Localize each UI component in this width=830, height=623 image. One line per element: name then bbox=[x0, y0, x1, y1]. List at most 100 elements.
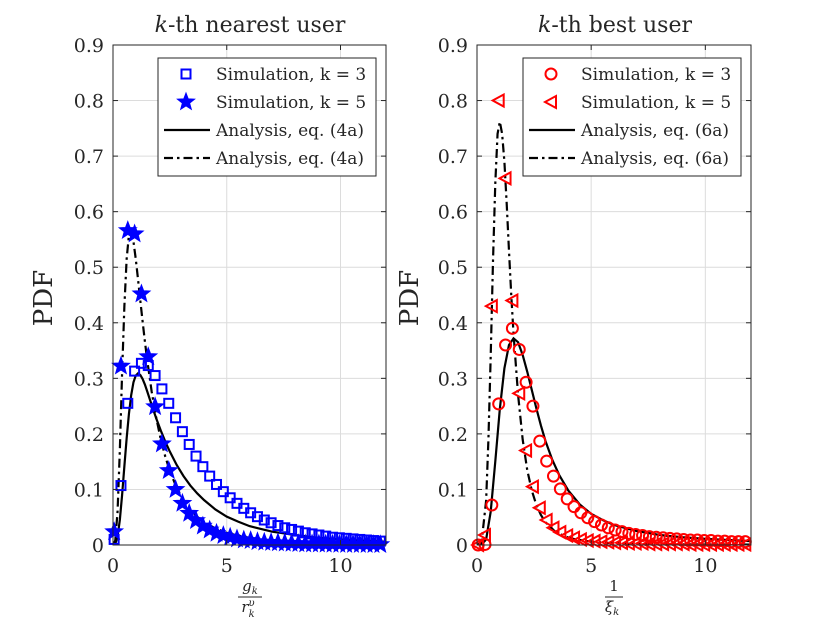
right-point-triangle-left bbox=[634, 535, 649, 552]
right-point-triangle-left bbox=[483, 298, 498, 314]
left-point-square bbox=[204, 470, 216, 482]
left-point-square bbox=[279, 522, 291, 534]
left-point-star bbox=[131, 283, 152, 303]
left-legend-label: Analysis, eq. (4a) bbox=[215, 121, 364, 141]
right-point-triangle-left bbox=[504, 292, 519, 309]
left-point-square bbox=[149, 370, 161, 382]
right-point-triangle-left bbox=[723, 536, 738, 553]
left-legend-label: Analysis, eq. (4a) bbox=[215, 149, 364, 169]
right-point-triangle-left bbox=[538, 512, 553, 528]
right-point-triangle-left bbox=[579, 532, 594, 549]
left-series-group bbox=[104, 220, 391, 554]
left-point-square bbox=[156, 383, 168, 395]
right-point-circle bbox=[546, 469, 560, 483]
left-y-tick-label: 0.3 bbox=[74, 368, 104, 390]
left-point-star bbox=[179, 502, 200, 522]
right-xlabel-den-sub: k bbox=[613, 607, 619, 618]
right-point-triangle-left bbox=[737, 536, 752, 553]
left-point-square bbox=[115, 480, 127, 492]
right-point-circle bbox=[485, 498, 499, 512]
left-point-square bbox=[197, 461, 209, 473]
right-point-circle bbox=[581, 511, 595, 525]
right-point-triangle-left bbox=[655, 536, 670, 552]
left-point-square bbox=[251, 511, 263, 523]
right-point-circle bbox=[588, 515, 602, 529]
left-series-line-solid bbox=[113, 371, 386, 545]
right-point-triangle-left bbox=[545, 520, 560, 536]
right-point-triangle-left bbox=[572, 531, 587, 548]
left-xlabel-num: g bbox=[242, 577, 252, 595]
right-point-triangle-left bbox=[586, 533, 601, 549]
left-point-square bbox=[176, 426, 188, 438]
right-point-circle bbox=[553, 482, 567, 496]
right-point-triangle-left bbox=[730, 536, 745, 553]
left-point-square bbox=[183, 438, 195, 450]
right-legend-box bbox=[522, 57, 742, 177]
left-point-star bbox=[370, 534, 391, 554]
left-point-square bbox=[217, 486, 229, 498]
right-ticks: 0 5 10 0 0.1 0.2 0.3 0.4 0.5 0.6 0.7 0.8 0.9 bbox=[438, 35, 751, 577]
right-x-tick-label: 5 bbox=[585, 555, 597, 577]
left-point-square bbox=[272, 520, 284, 532]
left-x-tick-label: 5 bbox=[221, 555, 233, 577]
right-point-circle bbox=[519, 375, 533, 389]
left-xlabel-num-sub: k bbox=[252, 586, 258, 597]
left-point-square bbox=[129, 365, 141, 377]
left-y-tick-label: 0 bbox=[92, 535, 104, 557]
left-chart-title: k-th nearest user bbox=[155, 13, 346, 38]
right-y-tick-label: 0.4 bbox=[438, 313, 468, 335]
left-legend-label: Simulation, k = 5 bbox=[216, 93, 366, 113]
right-legend-label: Analysis, eq. (6a) bbox=[580, 121, 729, 141]
left-x-tick-label: 10 bbox=[328, 555, 352, 577]
right-legend-label: Analysis, eq. (6a) bbox=[580, 149, 729, 169]
left-y-tick-label: 0.2 bbox=[74, 424, 104, 446]
left-point-star bbox=[165, 479, 186, 498]
right-legend-label: Simulation, k = 3 bbox=[581, 65, 731, 85]
left-point-square bbox=[163, 397, 175, 409]
left-point-square bbox=[170, 412, 182, 424]
right-point-circle bbox=[608, 523, 622, 537]
right-title-rest: -th best user bbox=[551, 13, 692, 38]
right-point-circle bbox=[594, 518, 608, 532]
right-point-triangle-left bbox=[641, 536, 656, 552]
right-title-k: k bbox=[538, 13, 551, 38]
right-y-tick-label: 0.1 bbox=[438, 479, 468, 501]
left-y-tick-label: 0.4 bbox=[74, 313, 104, 335]
left-point-star bbox=[172, 492, 193, 512]
left-xlabel-den-sup: υ bbox=[249, 598, 255, 609]
left-xlabel-den: r bbox=[241, 598, 249, 616]
right-point-circle bbox=[499, 338, 513, 352]
right-chart-title: k-th best user bbox=[538, 13, 692, 38]
left-point-square bbox=[224, 492, 236, 504]
right-point-triangle-left bbox=[689, 536, 704, 553]
right-point-circle bbox=[533, 434, 547, 448]
left-title-k: k bbox=[155, 13, 168, 38]
left-legend-label: Simulation, k = 3 bbox=[216, 65, 366, 85]
left-legend-star-icon bbox=[176, 91, 196, 111]
left-x-tick-label: 0 bbox=[107, 555, 119, 577]
right-point-circle bbox=[492, 397, 506, 411]
right-legend-circle-icon bbox=[544, 67, 558, 81]
left-axes-box bbox=[112, 44, 387, 546]
right-point-triangle-left bbox=[702, 536, 718, 553]
left-point-star bbox=[104, 521, 125, 541]
svg-text:gk: gk bbox=[242, 577, 258, 597]
left-x-axis-label: gk rυ k bbox=[238, 577, 262, 620]
right-y-tick-label: 0.9 bbox=[438, 35, 468, 57]
right-y-tick-label: 0 bbox=[456, 535, 468, 557]
right-point-triangle-left bbox=[668, 536, 683, 552]
left-point-square bbox=[258, 514, 270, 526]
svg-text:ξk: ξk bbox=[605, 598, 619, 618]
left-point-star bbox=[111, 355, 131, 375]
left-point-square bbox=[122, 397, 134, 409]
left-point-square bbox=[135, 357, 147, 369]
right-point-circle bbox=[601, 521, 615, 535]
right-legend-triangle-left-icon bbox=[542, 94, 557, 110]
left-chart-panel: k-th nearest user PDF gk rυ k 0 5 1000.10.2… bbox=[29, 13, 391, 620]
left-y-tick-label: 0.5 bbox=[74, 257, 104, 279]
left-point-star bbox=[158, 460, 179, 479]
right-point-triangle-left bbox=[682, 536, 697, 553]
left-legend-square-icon bbox=[180, 68, 192, 80]
right-point-triangle-left bbox=[709, 536, 724, 553]
